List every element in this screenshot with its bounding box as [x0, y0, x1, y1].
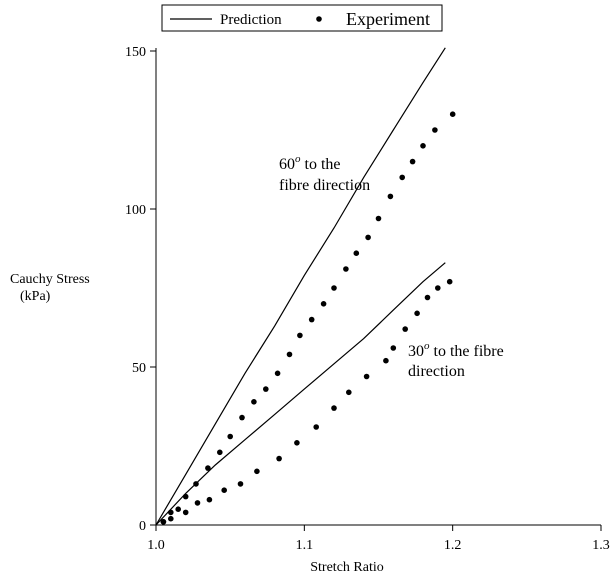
legend-dot-swatch: [316, 16, 322, 22]
x-tick-label: 1.0: [147, 538, 165, 553]
experiment-point-60deg: [308, 316, 315, 323]
annotation-60deg-degree: o: [295, 153, 301, 165]
experiment-point-60deg: [399, 174, 406, 181]
annotation-30deg-line1: 30o to the fibre: [408, 340, 504, 360]
experiment-point-60deg: [420, 143, 426, 149]
x-tick-label: 1.2: [444, 538, 462, 553]
experiment-point-60deg: [217, 449, 223, 456]
experiment-point-60deg: [227, 433, 233, 440]
experiment-point-60deg: [286, 351, 293, 358]
experiment-point-30deg: [160, 519, 167, 525]
experiment-point-60deg: [343, 266, 349, 272]
experiment-point-60deg: [297, 332, 303, 339]
experiment-point-30deg: [331, 405, 337, 411]
experiment-point-30deg: [383, 357, 389, 364]
experiment-point-30deg: [390, 345, 397, 351]
experiment-point-30deg: [363, 373, 370, 380]
experiment-point-30deg: [237, 481, 244, 487]
series-layer: [155, 47, 456, 526]
y-ticks: 0 50 100 150: [125, 45, 156, 534]
x-ticks: 1.0 1.1 1.2 1.3: [147, 525, 610, 553]
legend-label-prediction: Prediction: [220, 12, 282, 28]
experiment-point-30deg: [182, 509, 189, 516]
experiment-point-30deg: [402, 326, 409, 332]
experiment-point-60deg: [375, 215, 382, 222]
experiment-point-30deg: [254, 468, 260, 475]
annotation-30deg: 30o to the fibre direction: [408, 340, 504, 380]
y-tick-label: 0: [139, 519, 146, 534]
experiment-point-30deg: [194, 500, 201, 506]
annotation-60deg-angle: 60: [279, 156, 295, 173]
experiment-point-60deg: [205, 465, 211, 471]
experiment-point-30deg: [346, 389, 352, 396]
experiment-point-60deg: [409, 158, 416, 165]
y-tick-label: 150: [125, 45, 146, 60]
experiment-point-30deg: [206, 496, 213, 503]
experiment-point-60deg: [320, 301, 327, 307]
annotation-60deg-line1: 60o to the: [279, 153, 341, 173]
x-axis-label: Stretch Ratio: [310, 560, 384, 575]
experiment-point-60deg: [387, 193, 394, 200]
experiment-point-60deg: [274, 370, 281, 377]
experiment-point-30deg: [294, 440, 300, 446]
legend-box: [161, 4, 443, 32]
y-axis-label: Cauchy Stress: [10, 272, 90, 287]
annotation-30deg-degree: o: [424, 340, 430, 352]
experiment-point-60deg: [353, 250, 360, 256]
experiment-point-60deg: [263, 386, 269, 392]
annotation-60deg-rest: to the: [301, 156, 341, 173]
annotation-60deg: 60o to the fibre direction: [279, 153, 370, 194]
experiment-point-60deg: [331, 285, 337, 291]
x-tick-label: 1.3: [592, 538, 610, 553]
experiment-point-60deg: [251, 399, 257, 405]
prediction-line-60deg: [155, 47, 446, 526]
annotation-30deg-rest: to the fibre: [430, 343, 504, 360]
experiment-point-60deg: [449, 111, 456, 117]
experiment-point-30deg: [435, 285, 441, 291]
experiment-point-30deg: [276, 455, 282, 462]
experiment-point-30deg: [446, 278, 453, 285]
experiment-point-30deg: [313, 424, 320, 430]
experiment-point-30deg: [414, 310, 420, 317]
experiment-point-30deg: [221, 487, 227, 494]
legend-label-experiment: Experiment: [346, 9, 430, 29]
legend: Prediction Experiment: [161, 4, 443, 32]
y-tick-label: 50: [132, 361, 146, 376]
experiment-point-60deg: [432, 127, 438, 133]
experiment-point-30deg: [168, 515, 174, 522]
y-axis-unit: (kPa): [20, 289, 51, 304]
prediction-line-30deg: [155, 262, 446, 526]
experiment-point-60deg: [365, 234, 371, 241]
experiment-point-60deg: [175, 506, 181, 512]
experiment-point-60deg: [168, 509, 174, 516]
annotation-60deg-line2: fibre direction: [279, 177, 370, 194]
annotation-30deg-angle: 30: [408, 343, 424, 360]
x-tick-label: 1.1: [296, 538, 314, 553]
annotation-30deg-line2: direction: [408, 363, 465, 380]
y-tick-label: 100: [125, 203, 146, 218]
experiment-point-30deg: [424, 294, 431, 301]
experiment-point-60deg: [239, 414, 245, 421]
